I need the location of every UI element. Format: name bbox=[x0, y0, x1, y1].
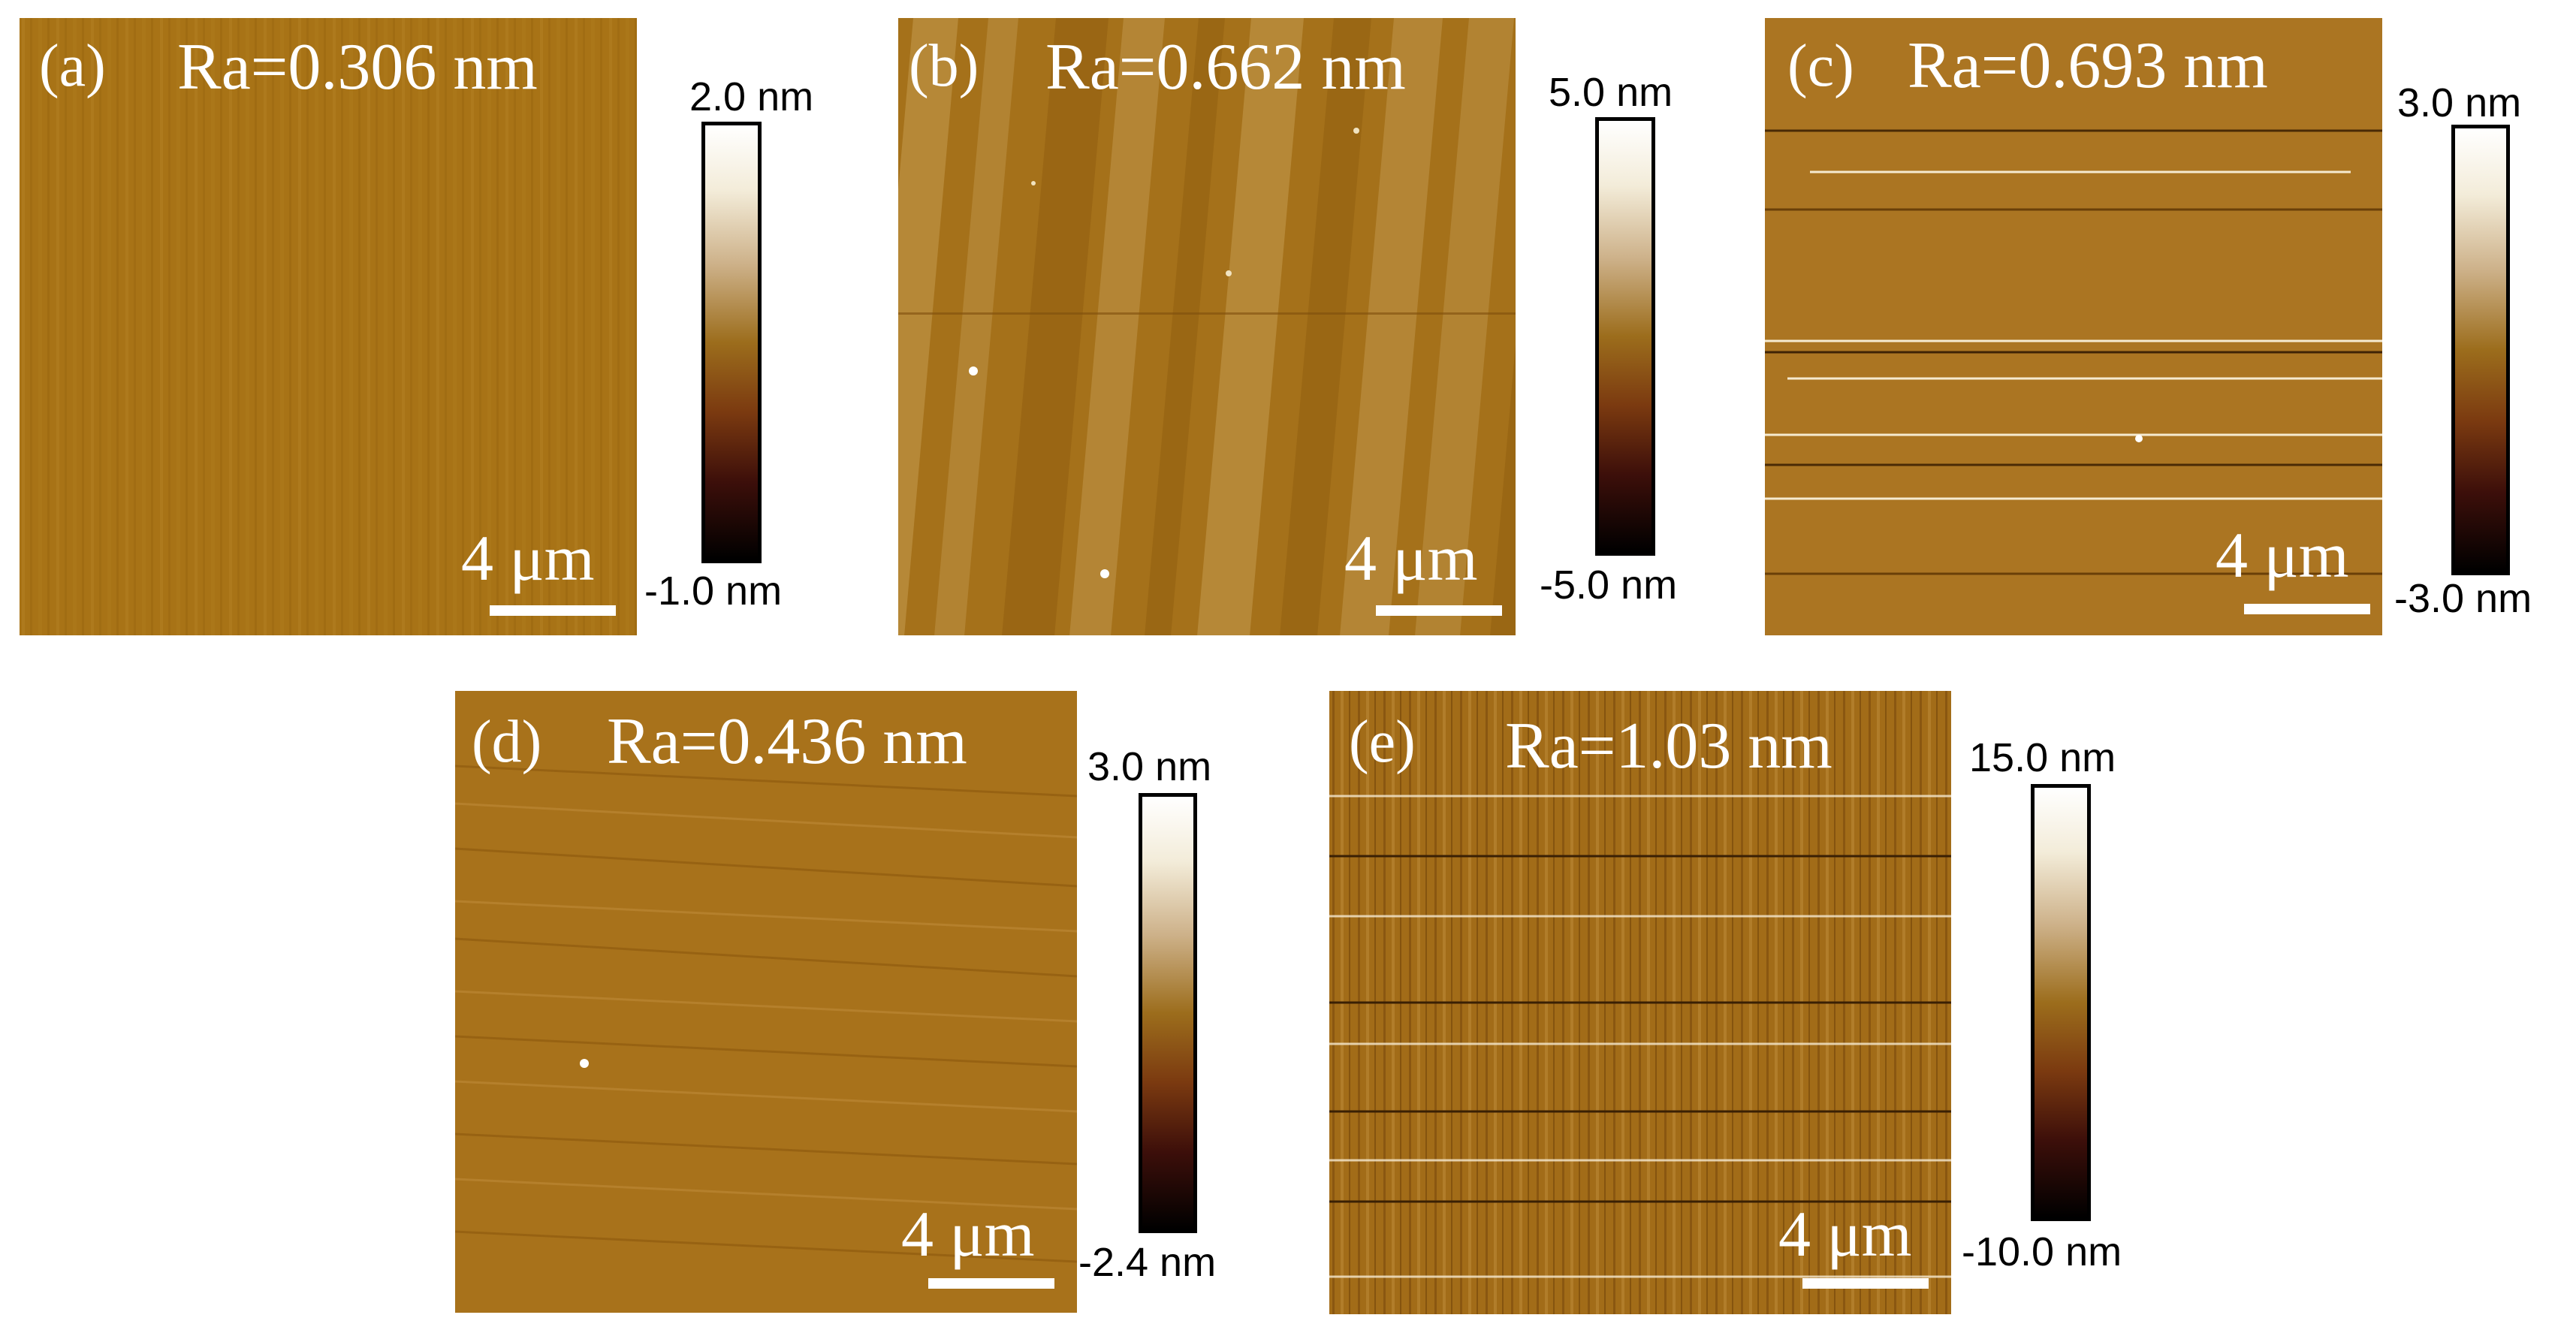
panel-label-b: (b) bbox=[909, 33, 979, 99]
panel-label-a: (a) bbox=[39, 33, 106, 99]
colorbar-a bbox=[701, 122, 762, 563]
scale-bar-b bbox=[1376, 605, 1502, 616]
scale-bar-label-a: 4 μm bbox=[461, 522, 595, 594]
colorbar-b bbox=[1595, 117, 1655, 556]
colorbar-min-d: -2.4 nm bbox=[1078, 1240, 1217, 1285]
scale-bar-label-e: 4 μm bbox=[1778, 1198, 1912, 1270]
colorbar-min-e: -10.0 nm bbox=[1962, 1229, 2122, 1274]
afm-image-b bbox=[898, 18, 1516, 635]
colorbar-min-a: -1.0 nm bbox=[644, 568, 783, 614]
colorbar-max-c: 3.0 nm bbox=[2397, 80, 2522, 125]
panel-label-c: (c) bbox=[1787, 33, 1854, 99]
colorbar-max-a: 2.0 nm bbox=[689, 74, 814, 119]
colorbar-e bbox=[2031, 784, 2091, 1221]
scale-bar-e bbox=[1802, 1278, 1929, 1289]
scale-bar-c bbox=[2244, 604, 2370, 614]
roughness-label-c: Ra=0.693 nm bbox=[1908, 29, 2268, 102]
scale-bar-label-b: 4 μm bbox=[1344, 522, 1478, 594]
scale-bar-a bbox=[490, 605, 616, 616]
scale-bar-label-c: 4 μm bbox=[2216, 519, 2349, 591]
roughness-label-b: Ra=0.662 nm bbox=[1045, 31, 1406, 104]
colorbar-min-b: -5.0 nm bbox=[1540, 562, 1678, 608]
roughness-label-d: Ra=0.436 nm bbox=[607, 705, 967, 778]
afm-image-c bbox=[1765, 18, 2382, 635]
colorbar-max-b: 5.0 nm bbox=[1549, 70, 1673, 115]
scale-bar-d bbox=[928, 1278, 1054, 1289]
colorbar-max-d: 3.0 nm bbox=[1087, 744, 1212, 789]
panel-label-e: (e) bbox=[1349, 709, 1416, 775]
colorbar-c bbox=[2451, 125, 2510, 575]
scale-bar-label-d: 4 μm bbox=[901, 1198, 1035, 1270]
roughness-label-a: Ra=0.306 nm bbox=[177, 31, 538, 104]
colorbar-max-e: 15.0 nm bbox=[1969, 735, 2116, 780]
panel-label-d: (d) bbox=[472, 709, 542, 775]
afm-image-a bbox=[20, 18, 637, 635]
roughness-label-e: Ra=1.03 nm bbox=[1505, 710, 1832, 783]
afm-image-d bbox=[455, 691, 1077, 1313]
afm-image-e bbox=[1329, 691, 1951, 1314]
colorbar-min-c: -3.0 nm bbox=[2394, 576, 2532, 621]
colorbar-d bbox=[1139, 793, 1197, 1233]
